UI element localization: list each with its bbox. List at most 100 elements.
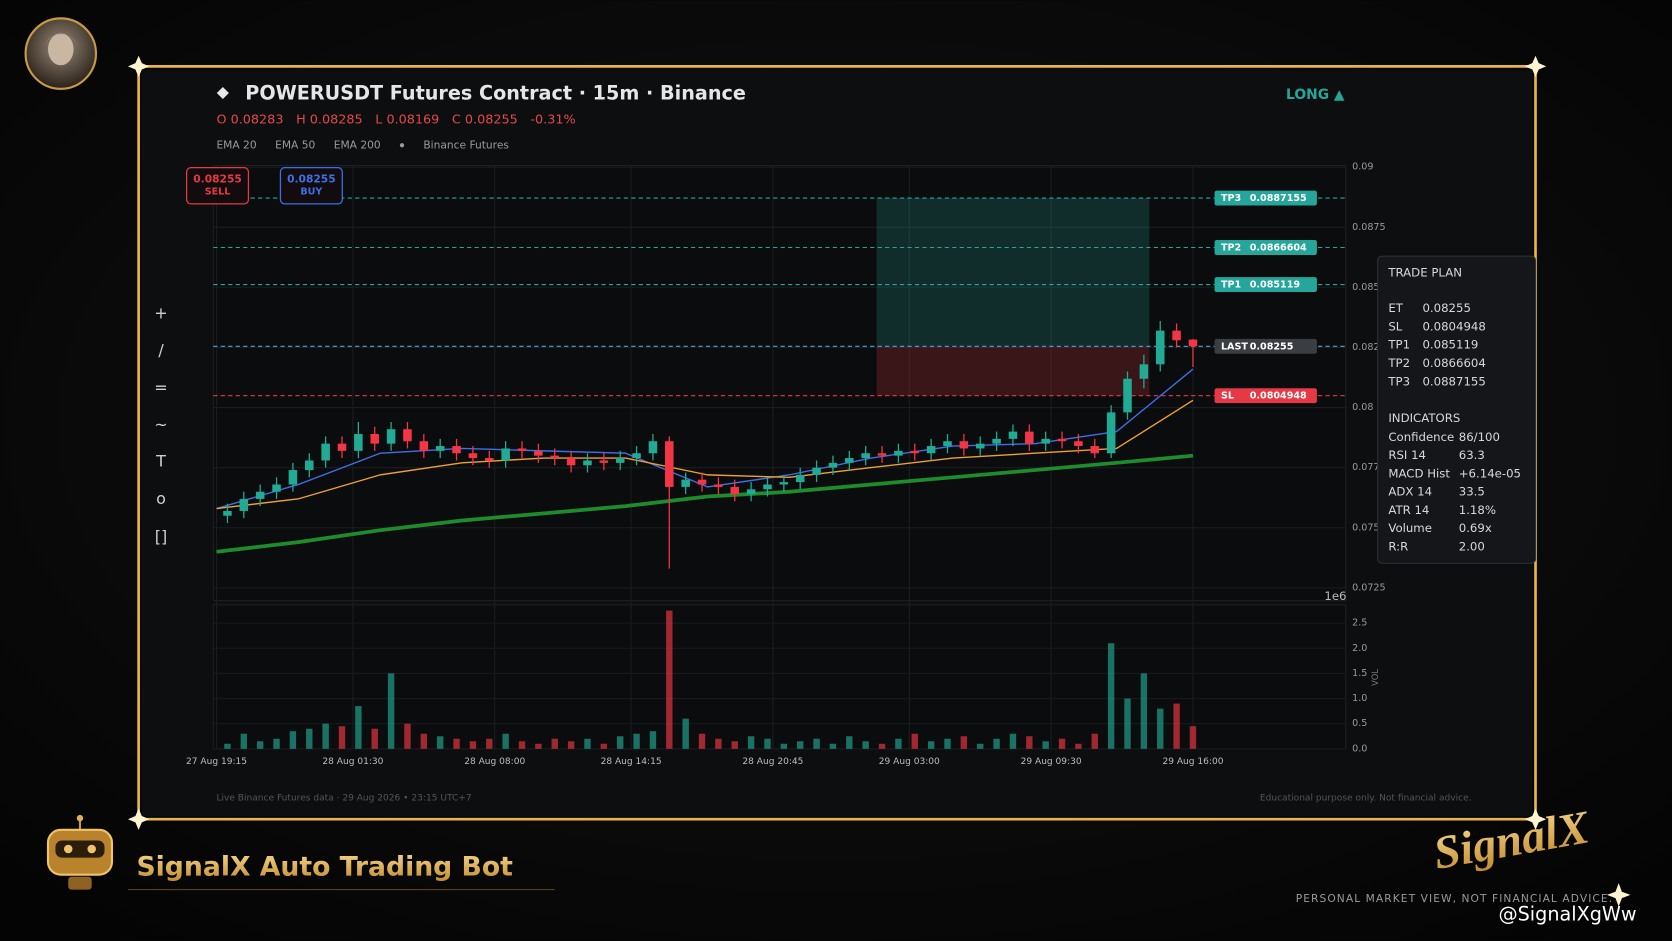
volume-bar: [813, 738, 820, 749]
plan-label: TP3: [1387, 374, 1410, 388]
volume-bar: [453, 738, 460, 749]
volume-bar: [1107, 643, 1115, 749]
candle-body: [272, 484, 281, 492]
volume-bar: [977, 743, 984, 749]
volume-bar: [306, 728, 313, 749]
x-tick-label: 28 Aug 20:45: [742, 757, 803, 767]
candle-body: [1106, 412, 1116, 454]
level-label-bg: [1214, 388, 1317, 404]
candle-body: [1172, 330, 1181, 341]
order-button[interactable]: [279, 167, 343, 205]
tool[interactable]: /: [158, 341, 164, 360]
plan-label: TP2: [1387, 356, 1410, 370]
axis-offset: 1e6: [1324, 589, 1346, 603]
candle-body: [1155, 330, 1165, 365]
level-name: TP2: [1221, 243, 1241, 254]
candle-body: [370, 434, 379, 444]
candle-body: [1074, 441, 1083, 447]
candle-body: [812, 467, 821, 475]
order-label[interactable]: BUY: [300, 187, 323, 198]
volume-bar: [600, 743, 608, 749]
legend-note: Binance Futures: [423, 138, 509, 151]
plan-value: 0.08255: [1422, 301, 1470, 315]
legend-entry: EMA 200: [334, 138, 381, 151]
candle-body: [681, 479, 690, 487]
volume-bar: [584, 738, 591, 749]
tool[interactable]: o: [156, 489, 166, 508]
volume-bar: [1091, 733, 1098, 749]
tool[interactable]: ~: [154, 415, 167, 434]
tool[interactable]: []: [155, 527, 167, 546]
candle-body: [1025, 431, 1034, 444]
candle-body: [730, 486, 740, 495]
volume-bar: [666, 610, 673, 749]
volume-bar: [846, 736, 853, 749]
order-price[interactable]: 0.08255: [193, 172, 242, 185]
volume-bar: [649, 731, 657, 749]
volume-bar: [273, 738, 280, 749]
y-tick-label: 0.0825: [1352, 342, 1386, 353]
volume-bar: [698, 733, 706, 749]
volume-bar: [404, 723, 411, 749]
order-label[interactable]: SELL: [205, 187, 231, 198]
volume-bar: [895, 738, 902, 749]
candle-body: [697, 479, 707, 485]
order-button[interactable]: [185, 167, 250, 205]
y-tick-label: 0.08: [1352, 402, 1373, 413]
candle-body: [534, 450, 543, 456]
order-price[interactable]: 0.08255: [287, 172, 336, 185]
volume-bar: [944, 738, 951, 749]
chart-title: POWERUSDT Futures Contract · 15m · Binan…: [245, 82, 746, 105]
plan-value: 0.085119: [1422, 338, 1478, 352]
direction: LONG ▲: [1286, 87, 1345, 103]
legend-entry: EMA 20: [216, 138, 256, 151]
indicator-label: R:R: [1388, 539, 1408, 553]
candle-body: [992, 438, 1001, 444]
y-tick-label: 0.09: [1352, 162, 1373, 173]
candle-body: [550, 455, 560, 459]
candle-body: [435, 446, 445, 451]
volume-bar: [862, 741, 869, 749]
indicator-label: RSI 14: [1388, 448, 1426, 462]
tool[interactable]: =: [154, 378, 167, 397]
candle-body: [288, 470, 298, 485]
volume-bar: [715, 738, 722, 749]
tool[interactable]: T: [155, 451, 166, 470]
volume-bar: [387, 673, 395, 749]
volume-bar: [780, 743, 788, 749]
candle-body: [337, 443, 347, 451]
y-tick-label: 0.0725: [1352, 582, 1386, 593]
candle-body: [746, 489, 756, 495]
volume-bar: [1140, 673, 1148, 749]
candle-body: [239, 498, 249, 511]
volume-bar: [829, 743, 837, 749]
tool[interactable]: +: [154, 303, 167, 322]
level-value: 0.085119: [1250, 280, 1301, 291]
volume-tick-label: 1.0: [1352, 693, 1367, 704]
volume-bar: [1124, 698, 1131, 749]
volume-bar: [371, 728, 378, 749]
y-tick-label: 0.0775: [1352, 462, 1386, 473]
indicator-value: 86/100: [1459, 430, 1500, 444]
ohlc-value: 0.08283: [231, 112, 284, 127]
candle-body: [1123, 378, 1132, 413]
volume-bar: [1042, 741, 1049, 749]
indicator-value: 2.00: [1459, 539, 1485, 553]
volume-bar: [289, 731, 297, 749]
candle-body: [828, 462, 838, 468]
candle-body: [665, 441, 674, 487]
indicator-label: ADX 14: [1388, 485, 1432, 499]
volume-bar: [224, 743, 231, 749]
level-label-bg: [1214, 240, 1317, 255]
candle-body: [468, 453, 478, 459]
plan-label: ET: [1388, 301, 1403, 315]
x-tick-label: 29 Aug 09:30: [1021, 757, 1082, 767]
target-zone: [876, 198, 1150, 347]
level-value: 0.0804948: [1250, 391, 1307, 402]
level-label-bg: [1214, 190, 1317, 206]
stop-zone: [876, 346, 1150, 396]
candle-body: [501, 448, 510, 461]
robot-icon: [46, 814, 114, 890]
candle-body: [648, 441, 658, 454]
